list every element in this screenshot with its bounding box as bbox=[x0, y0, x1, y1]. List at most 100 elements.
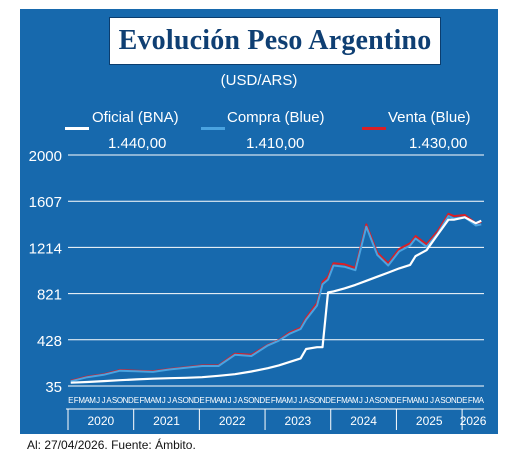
x-tick-month: J bbox=[359, 396, 363, 405]
x-tick-month: O bbox=[445, 396, 451, 405]
x-tick-month: A bbox=[150, 396, 156, 405]
legend-swatch-compra bbox=[201, 127, 225, 130]
x-tick-month: N bbox=[385, 396, 391, 405]
x-tick-month: M bbox=[418, 396, 425, 405]
x-tick-month: M bbox=[407, 396, 414, 405]
chart-title: Evolución Peso Argentino bbox=[118, 25, 432, 56]
x-tick-month: E bbox=[199, 396, 204, 405]
x-tick-month: J bbox=[233, 396, 237, 405]
x-tick-month: N bbox=[451, 396, 457, 405]
x-tick-month: S bbox=[243, 396, 248, 405]
x-tick-month: S bbox=[112, 396, 117, 405]
x-tick-month: M bbox=[286, 396, 293, 405]
x-tick-month: A bbox=[216, 396, 222, 405]
x-tick-month: O bbox=[248, 396, 254, 405]
x-tick-year: 2021 bbox=[153, 414, 180, 428]
y-tick-label: 428 bbox=[37, 333, 62, 350]
x-tick-month: J bbox=[430, 396, 434, 405]
x-tick-month: M bbox=[352, 396, 359, 405]
x-tick-month: F bbox=[468, 396, 473, 405]
x-tick-month: J bbox=[293, 396, 297, 405]
x-tick-year: 2020 bbox=[87, 414, 114, 428]
chart-panel: Evolución Peso Argentino (USD/ARS) Ofici… bbox=[20, 9, 498, 434]
source-note: Al: 27/04/2026. Fuente: Ámbito. bbox=[27, 438, 196, 452]
x-tick-month: D bbox=[325, 396, 331, 405]
x-tick-month: F bbox=[205, 396, 210, 405]
x-tick-month: J bbox=[96, 396, 100, 405]
x-tick-month: O bbox=[380, 396, 386, 405]
x-tick-month: F bbox=[402, 396, 407, 405]
x-tick-month: A bbox=[238, 396, 244, 405]
x-tick-month: F bbox=[337, 396, 342, 405]
x-tick-month: E bbox=[134, 396, 139, 405]
x-tick-month: A bbox=[369, 396, 375, 405]
x-tick-month: M bbox=[78, 396, 85, 405]
legend-label-oficial: Oficial (BNA) bbox=[92, 109, 179, 126]
x-tick-year: 2024 bbox=[350, 414, 377, 428]
x-tick-month: N bbox=[123, 396, 129, 405]
x-tick-month: D bbox=[391, 396, 397, 405]
x-tick-year: 2023 bbox=[285, 414, 312, 428]
x-tick-month: D bbox=[194, 396, 200, 405]
x-tick-month: M bbox=[472, 396, 479, 405]
legend-label-compra: Compra (Blue) bbox=[227, 109, 325, 126]
legend-swatch-oficial bbox=[65, 127, 89, 130]
x-tick-month: A bbox=[479, 396, 485, 405]
legend-swatch-venta bbox=[362, 127, 386, 130]
x-tick-month: M bbox=[341, 396, 348, 405]
x-tick-month: J bbox=[364, 396, 368, 405]
x-tick-month: A bbox=[435, 396, 441, 405]
x-tick-month: A bbox=[303, 396, 309, 405]
x-tick-month: S bbox=[440, 396, 445, 405]
x-tick-month: D bbox=[128, 396, 134, 405]
x-tick-month: A bbox=[172, 396, 178, 405]
y-tick-label: 1607 bbox=[29, 194, 62, 211]
x-tick-month: E bbox=[396, 396, 401, 405]
x-tick-month: M bbox=[275, 396, 282, 405]
x-tick-year: 2022 bbox=[219, 414, 246, 428]
x-tick-month: S bbox=[178, 396, 183, 405]
x-tick-month: M bbox=[221, 396, 228, 405]
x-tick-month: J bbox=[425, 396, 429, 405]
x-tick-month: O bbox=[117, 396, 123, 405]
x-tick-month: J bbox=[162, 396, 166, 405]
x-tick-month: M bbox=[210, 396, 217, 405]
legend-value-oficial: 1.440,00 bbox=[108, 135, 167, 152]
x-tick-month: M bbox=[144, 396, 151, 405]
x-tick-month: D bbox=[259, 396, 265, 405]
x-tick-month: F bbox=[139, 396, 144, 405]
title-box: Evolución Peso Argentino bbox=[109, 17, 441, 65]
x-tick-year: 2025 bbox=[416, 414, 443, 428]
series-line-venta-blue bbox=[70, 212, 482, 382]
x-tick-month: E bbox=[68, 396, 73, 405]
legend-label-venta: Venta (Blue) bbox=[388, 109, 471, 126]
legend-value-venta: 1.430,00 bbox=[409, 135, 468, 152]
y-tick-label: 821 bbox=[37, 287, 62, 304]
chart-subtitle: (USD/ARS) bbox=[220, 72, 298, 89]
x-tick-month: A bbox=[413, 396, 419, 405]
x-tick-month: E bbox=[331, 396, 336, 405]
x-tick-month: D bbox=[456, 396, 462, 405]
x-tick-month: O bbox=[314, 396, 320, 405]
x-tick-year: 2026 bbox=[460, 414, 487, 428]
x-tick-month: N bbox=[254, 396, 260, 405]
x-tick-month: J bbox=[167, 396, 171, 405]
series-line-compra-blue bbox=[70, 215, 482, 383]
legend-value-compra: 1.410,00 bbox=[246, 135, 305, 152]
x-tick-month: E bbox=[265, 396, 270, 405]
x-tick-month: J bbox=[299, 396, 303, 405]
x-tick-month: A bbox=[282, 396, 288, 405]
x-tick-month: M bbox=[155, 396, 162, 405]
x-tick-month: N bbox=[188, 396, 194, 405]
y-tick-label: 35 bbox=[45, 379, 62, 396]
x-tick-month: E bbox=[462, 396, 467, 405]
x-tick-month: O bbox=[183, 396, 189, 405]
x-tick-month: A bbox=[84, 396, 90, 405]
x-tick-month: M bbox=[89, 396, 96, 405]
x-tick-month: J bbox=[102, 396, 106, 405]
y-tick-label: 1214 bbox=[29, 240, 62, 257]
x-tick-month: S bbox=[309, 396, 314, 405]
x-tick-month: F bbox=[271, 396, 276, 405]
x-tick-month: A bbox=[347, 396, 353, 405]
